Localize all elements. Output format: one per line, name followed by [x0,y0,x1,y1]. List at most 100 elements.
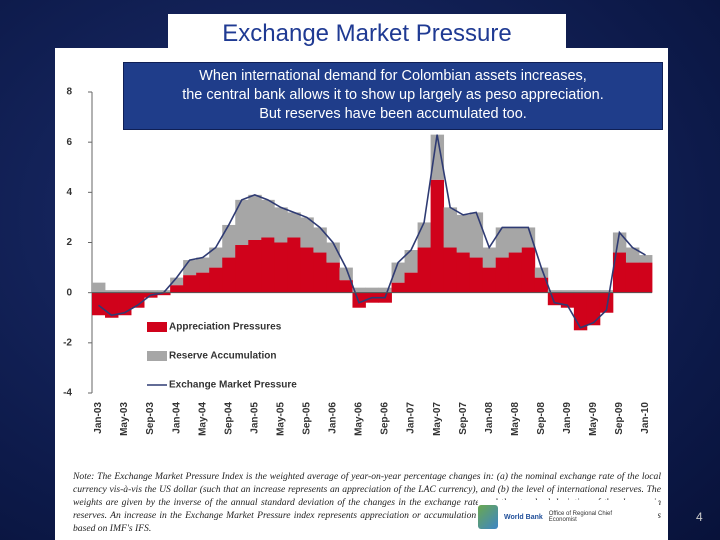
x-tick-label: Jan-06 [328,402,339,434]
area-segment [209,267,223,293]
area-segment [599,290,614,293]
x-tick-label: Jan-07 [406,402,417,434]
logo-mark [478,505,498,529]
area-segment [547,290,562,293]
area-segment [183,275,197,293]
slide-title: Exchange Market Pressure [168,14,566,54]
x-tick-label: Sep-03 [145,402,156,435]
callout-line: But reserves have been accumulated too. [259,106,527,122]
y-tick-label: -4 [63,388,72,399]
x-tick-label: Jan-10 [640,402,651,434]
area-segment [157,292,171,296]
area-segment [521,227,536,248]
area-segment [326,262,340,293]
area-segment [287,237,301,293]
area-segment [222,257,236,293]
area-segment [274,242,288,293]
area-segment [456,214,471,253]
area-segment [300,217,314,248]
x-tick-label: Sep-05 [302,402,313,435]
area-segment [105,290,119,293]
area-segment [248,194,262,240]
callout-line: When international demand for Colombian … [199,68,587,84]
area-segment [612,252,627,293]
area-segment [495,227,510,258]
area-segment [170,285,184,293]
area-segment [196,272,210,293]
area-segment [625,247,640,263]
area-segment [560,290,575,293]
y-tick-label: 8 [66,87,72,98]
area-segment [586,290,601,293]
area-segment [495,257,510,293]
area-segment [391,262,405,283]
area-segment [118,290,132,293]
area-segment [209,247,223,268]
x-tick-label: Jan-09 [562,402,573,434]
area-segment [222,224,236,258]
area-segment [573,290,588,293]
area-segment [638,262,653,293]
area-segment [417,222,432,248]
area-segment [469,212,484,258]
area-segment [248,239,262,293]
area-segment [599,292,614,313]
area-segment [326,242,340,263]
area-segment [625,262,640,293]
area-segment [170,277,184,286]
area-segment [196,257,210,273]
area-segment [144,290,158,293]
area-segment [391,282,405,293]
x-tick-label: Jan-05 [249,402,260,434]
area-segment [287,212,301,238]
plot-area [92,92,652,393]
area-segment [118,292,132,316]
area-segment [534,277,549,293]
area-segment [417,247,432,293]
legend-swatch [147,351,167,361]
area-segment [235,199,249,246]
logo-text: World Bank [504,513,543,521]
area-segment [482,267,497,293]
x-tick-label: May-06 [354,402,365,436]
area-segment [443,207,458,248]
x-tick-label: May-08 [510,402,521,436]
x-tick-label: May-05 [275,402,286,436]
area-segment [404,250,418,273]
area-segment [430,179,445,293]
area-segment [339,280,353,293]
y-tick-label: 2 [66,237,72,248]
y-tick-label: 6 [66,137,72,148]
area-segment [352,287,366,293]
area-segment [534,267,549,278]
x-tick-label: May-09 [588,402,599,436]
x-tick-label: Sep-04 [223,402,234,435]
area-segment [456,252,471,293]
legend-swatch [147,322,167,332]
area-segment [430,134,445,180]
area-segment [521,247,536,293]
area-segment [508,252,523,293]
area-segment [274,207,288,243]
area-segment [508,227,523,253]
area-segment [365,287,379,293]
x-tick-label: Jan-08 [484,402,495,434]
legend-label: Appreciation Pressures [169,322,282,333]
x-tick-label: Jan-03 [93,402,104,434]
area-segment [469,257,484,293]
x-tick-label: Sep-07 [458,402,469,435]
y-tick-label: 4 [66,187,72,198]
area-segment [443,247,458,293]
area-segment [313,227,327,253]
area-segment [183,260,197,276]
x-tick-label: May-04 [197,402,208,436]
area-segment [300,247,314,293]
area-segment [313,252,327,293]
area-segment [92,282,106,293]
area-segment [131,292,145,308]
logo: World Bank Office of Regional Chief Econ… [478,500,658,534]
note: Note: The Exchange Market Pressure Index… [73,471,661,534]
area-segment [92,292,106,316]
